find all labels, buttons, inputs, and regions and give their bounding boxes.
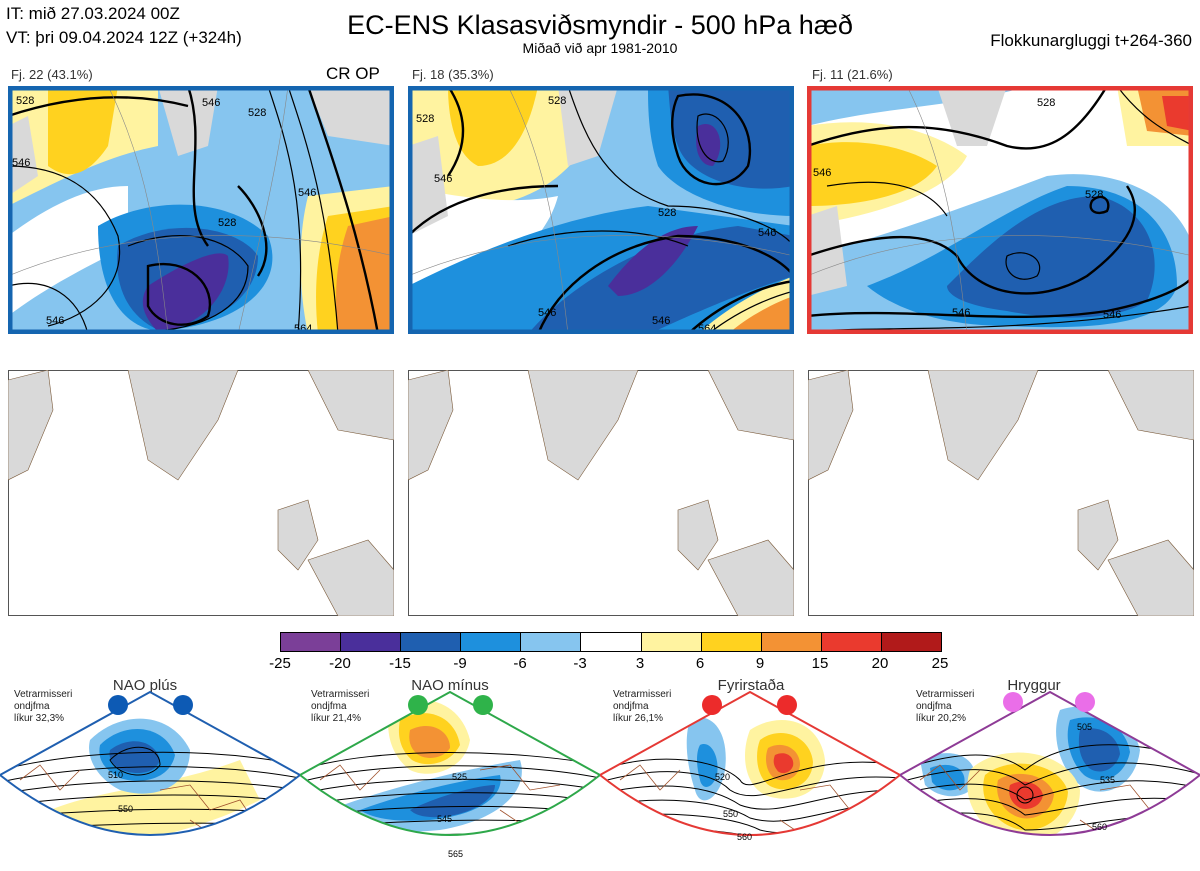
colorbar-tick: -9 — [453, 655, 467, 672]
colorbar-swatch — [700, 633, 761, 651]
regime-3-info: Vetrarmisseri ondjfma líkur 26,1% — [613, 689, 672, 724]
page-subtitle: Miðað við apr 1981-2010 — [522, 40, 678, 56]
cluster-3-contour-label: 528 — [1085, 189, 1103, 201]
cluster-2-label: Fj. 18 (35.3%) — [412, 67, 494, 82]
regime-4-dot — [1075, 692, 1095, 712]
regime-1-dot — [173, 695, 193, 715]
regime-2-title: NAO mínus — [411, 677, 489, 694]
cluster-1-tag: CR OP — [326, 64, 380, 83]
colorbar-swatch — [520, 633, 581, 651]
colorbar-tick: 9 — [755, 655, 765, 672]
regime-2-contour-label: 565 — [448, 849, 463, 859]
colorbar-swatch — [460, 633, 521, 651]
cluster-1-frame — [8, 86, 394, 334]
regime-2-map: 525 545 565 — [300, 690, 600, 859]
regime-2-dot — [408, 695, 428, 715]
regime-3-map: 520 550 560 — [600, 690, 900, 842]
regime-1-contour-label: 510 — [108, 770, 123, 780]
regime-3-contour-label: 550 — [723, 809, 738, 819]
colorbar-swatch — [340, 633, 401, 651]
cluster-2-contour-label: 564 — [698, 323, 716, 334]
colorbar-tick: -15 — [389, 655, 411, 672]
colorbar-swatch — [580, 633, 641, 651]
colorbar-swatch — [281, 633, 341, 651]
cluster-1-map: 528 546 528 528 546 546 564 546 — [8, 86, 394, 334]
page-title: EC-ENS Klasasviðsmyndir - 500 hPa hæð — [347, 10, 853, 40]
cluster-2-contour-label: 546 — [758, 227, 776, 239]
colorbar-tick: -20 — [329, 655, 351, 672]
regime-3-dot — [777, 695, 797, 715]
regime-1-title: NAO plús — [112, 677, 178, 694]
empty-map-3 — [808, 370, 1194, 616]
cluster-1-contour-label: 546 — [202, 97, 220, 109]
init-time: IT: mið 27.03.2024 00Z — [6, 4, 180, 23]
colorbar-tick: -25 — [269, 655, 291, 672]
regime-4-title: Hryggur — [1007, 677, 1061, 694]
regime-2-info: Vetrarmisseri ondjfma líkur 21,4% — [311, 689, 370, 724]
colorbar-swatch — [400, 633, 461, 651]
cluster-1-contour-label: 528 — [218, 217, 236, 229]
empty-map-1 — [8, 370, 394, 616]
cluster-3-map: 528 546 528 546 546 — [807, 86, 1193, 334]
colorbar-tick: 15 — [811, 655, 829, 672]
cluster-2-frame — [408, 86, 794, 334]
colorbar-tick: 3 — [635, 655, 645, 672]
colorbar-swatch — [820, 633, 881, 651]
cluster-1-label: Fj. 22 (43.1%) — [11, 67, 93, 82]
cluster-1-contour-label: 528 — [16, 95, 34, 107]
cluster-3-label: Fj. 11 (21.6%) — [812, 67, 893, 82]
colorbar — [280, 632, 942, 652]
regime-2-dot — [473, 695, 493, 715]
colorbar-tick: -3 — [573, 655, 587, 672]
regime-1-info: Vetrarmisseri ondjfma líkur 32,3% — [14, 689, 73, 724]
cluster-1-contour-label: 564 — [294, 323, 312, 334]
regime-3-dot — [702, 695, 722, 715]
colorbar-tick: 6 — [695, 655, 705, 672]
regime-3-title: Fyrirstaða — [717, 677, 785, 694]
regime-2-contour-label: 545 — [437, 814, 452, 824]
colorbar-tick: 25 — [931, 655, 949, 672]
regime-4-info: Vetrarmisseri ondjfma líkur 20,2% — [916, 689, 975, 724]
cluster-1-contour-label: 546 — [46, 315, 64, 327]
regime-1-dot — [108, 695, 128, 715]
regime-4-contour-label: 505 — [1077, 722, 1092, 732]
regime-4-contour-label: 535 — [1100, 775, 1115, 785]
cluster-2-contour-label: 546 — [652, 315, 670, 327]
colorbar-tick: -6 — [513, 655, 527, 672]
cluster-2-map: 528 528 546 528 546 546 546 564 — [408, 86, 794, 334]
valid-time: VT: þri 09.04.2024 12Z (+324h) — [6, 28, 242, 47]
regime-3-contour-label: 560 — [737, 832, 752, 842]
cluster-1-contour-label: 528 — [248, 107, 266, 119]
cluster-2-contour-label: 528 — [548, 95, 566, 107]
cluster-3-contour-label: 546 — [813, 167, 831, 179]
cluster-3-contour-label: 528 — [1037, 97, 1055, 109]
cluster-1-contour-label: 546 — [12, 157, 30, 169]
regime-2-contour-label: 525 — [452, 772, 467, 782]
empty-map-2 — [408, 370, 794, 616]
regime-4-dot — [1003, 692, 1023, 712]
colorbar-swatch — [640, 633, 701, 651]
colorbar-swatch — [880, 633, 942, 651]
regime-4-map: 505 535 560 — [900, 690, 1200, 836]
regime-1-contour-label: 550 — [118, 804, 133, 814]
colorbar-tick: 20 — [871, 655, 889, 672]
colorbar-swatch — [760, 633, 821, 651]
cluster-3-frame — [807, 86, 1193, 334]
regime-3-contour-label: 520 — [715, 772, 730, 782]
cluster-1-contour-label: 546 — [298, 187, 316, 199]
regime-1-map: 510 550 — [0, 690, 300, 836]
cluster-2-contour-label: 546 — [434, 173, 452, 185]
cluster-2-contour-label: 528 — [416, 113, 434, 125]
cluster-3-contour-label: 546 — [952, 307, 970, 319]
cluster-2-contour-label: 528 — [658, 207, 676, 219]
regime-4-contour-label: 560 — [1092, 822, 1107, 832]
cluster-2-contour-label: 546 — [538, 307, 556, 319]
classification-window: Flokkunargluggi t+264-360 — [990, 31, 1192, 50]
cluster-3-contour-label: 546 — [1103, 309, 1121, 321]
